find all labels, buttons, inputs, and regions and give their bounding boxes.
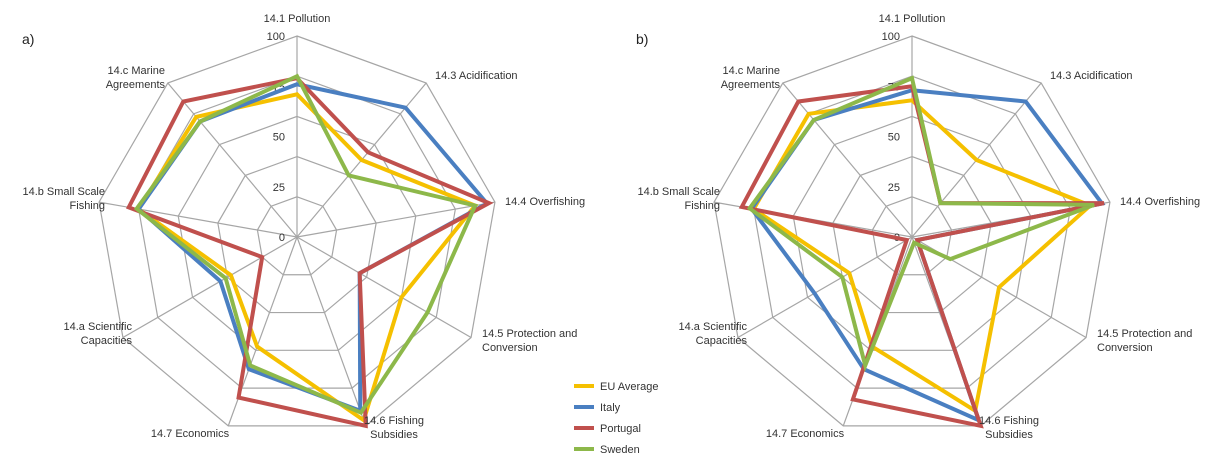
axis-label-14-5-protection-and-conversion: 14.5 Protection and Conversion [482, 328, 577, 354]
axis-label-14-1-pollution: 14.1 Pollution [879, 13, 946, 25]
legend-label-eu-average: EU Average [600, 381, 659, 393]
axis-label-14-6-fishing-subsidies: 14.6 Fishing Subsidies [364, 415, 424, 441]
axis-label-14-5-protection-and-conversion: 14.5 Protection and Conversion [1097, 328, 1192, 354]
axis-label-14-3-acidification: 14.3 Acidification [435, 70, 518, 82]
axis-label-14-4-overfishing: 14.4 Overfishing [1120, 196, 1200, 208]
legend: EU Average Italy Portugal Sweden [574, 381, 659, 453]
axis-label-14-b-small-scale-fishing: 14.b Small Scale Fishing [22, 186, 105, 212]
grid-ring [177, 115, 417, 351]
axis-label-14-4-overfishing: 14.4 Overfishing [505, 196, 585, 208]
grid-ring [256, 196, 338, 276]
grid-spoke [737, 236, 913, 339]
axis-label-14-a-scientific-capacities: 14.a Scientific Capacities [64, 321, 133, 347]
axis-label-14-6-fishing-subsidies: 14.6 Fishing Subsidies [979, 415, 1039, 441]
panel-label: a) [22, 31, 34, 47]
series-sweden [133, 73, 478, 416]
grid-spoke [167, 82, 298, 238]
axis-label-14-7-economics: 14.7 Economics [766, 428, 845, 440]
legend-label-italy: Italy [600, 402, 621, 414]
panel-label: b) [636, 31, 648, 47]
grid-ring [217, 155, 377, 314]
tick-label-25: 25 [273, 182, 285, 194]
axis-label-14-c-marine-agreements: 14.c Marine Agreements [106, 65, 166, 91]
axis-label-14-3-acidification: 14.3 Acidification [1050, 70, 1133, 82]
axis-label-14-c-marine-agreements: 14.c Marine Agreements [721, 65, 781, 91]
grid-ring [98, 35, 496, 427]
tick-label-100: 100 [267, 31, 285, 43]
grid-ring [871, 196, 953, 276]
grid-spoke [122, 236, 298, 339]
axis-label-14-a-scientific-capacities: 14.a Scientific Capacities [679, 321, 748, 347]
grid-ring [713, 35, 1111, 427]
tick-label-25: 25 [888, 182, 900, 194]
tick-label-50: 50 [888, 132, 900, 144]
series-eu-average [135, 92, 479, 424]
grid-ring [832, 155, 992, 314]
legend-label-sweden: Sweden [600, 444, 640, 453]
axis-label-14-1-pollution: 14.1 Pollution [264, 13, 331, 25]
grid-spoke [296, 236, 472, 339]
axis-label-14-b-small-scale-fishing: 14.b Small Scale Fishing [637, 186, 720, 212]
tick-label-0: 0 [279, 232, 285, 244]
grid-spoke [296, 201, 496, 238]
axis-label-14-7-economics: 14.7 Economics [151, 428, 230, 440]
tick-label-100: 100 [882, 31, 900, 43]
grid-ring [792, 115, 1032, 351]
series-portugal [125, 76, 494, 429]
series-sweden [746, 75, 1095, 372]
grid-spoke [296, 236, 367, 427]
series-eu-average [750, 98, 1094, 415]
grid-spoke [782, 82, 913, 238]
legend-label-portugal: Portugal [600, 423, 641, 435]
tick-label-50: 50 [273, 132, 285, 144]
